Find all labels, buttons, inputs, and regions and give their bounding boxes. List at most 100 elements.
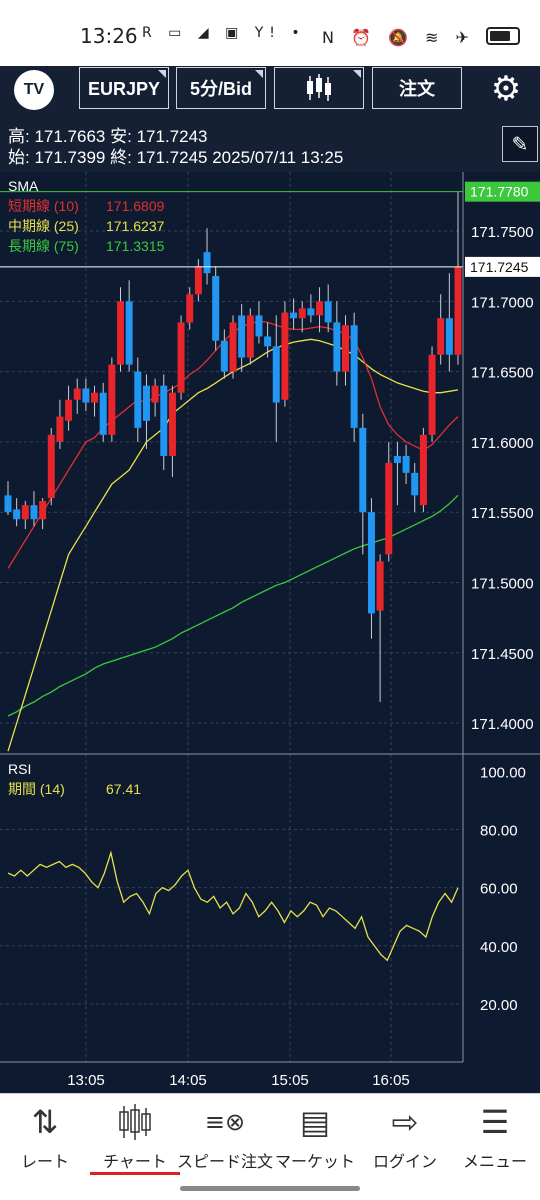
active-tab-indicator bbox=[90, 1172, 180, 1175]
open-label: 始: bbox=[8, 148, 30, 167]
sma-title: SMA bbox=[8, 178, 39, 194]
candle-body bbox=[108, 364, 116, 435]
login-icon: ⇨ bbox=[391, 1103, 419, 1141]
candle-body bbox=[307, 308, 315, 316]
candle-body bbox=[47, 434, 55, 499]
candle-body bbox=[298, 308, 306, 319]
home-indicator bbox=[180, 1186, 360, 1191]
nav-menu-label: メニュー bbox=[462, 1154, 527, 1171]
candle-body bbox=[91, 392, 99, 403]
candle-body bbox=[186, 294, 194, 323]
candle-body bbox=[350, 325, 358, 428]
candle-body bbox=[402, 455, 410, 473]
tradingview-logo-icon[interactable]: TV bbox=[14, 70, 54, 110]
clock: 13:26 bbox=[80, 24, 138, 48]
low-label: 安: bbox=[110, 127, 132, 146]
symbol-button[interactable]: EURJPY bbox=[79, 67, 169, 109]
sma-legend[interactable]: SMA 短期線 (10) 171.6809 中期線 (25) 171.6237 長期… bbox=[8, 176, 164, 256]
high-value: 171.7663 bbox=[34, 127, 106, 146]
high-label: 高: bbox=[8, 127, 30, 146]
candle-body bbox=[445, 318, 453, 355]
candle-body bbox=[142, 385, 150, 421]
nav-rate-label: レート bbox=[20, 1154, 69, 1171]
low-value: 171.7243 bbox=[136, 127, 208, 146]
candle-body bbox=[316, 301, 324, 316]
sma-short-row: 短期線 (10) 171.6809 bbox=[8, 196, 164, 216]
sma-long-label: 長期線 (75) bbox=[8, 238, 79, 254]
candle-body bbox=[82, 388, 90, 403]
nav-market[interactable]: ▤ マーケット bbox=[270, 1094, 360, 1174]
nav-speed-order[interactable]: ≡⊗ スピード注文 bbox=[177, 1094, 273, 1174]
candle-body bbox=[220, 340, 228, 372]
candle-body bbox=[117, 301, 124, 365]
candle-body bbox=[393, 455, 401, 463]
chart-type-button[interactable] bbox=[274, 67, 364, 109]
notification-icons: R ▭ ◢ ▣ Y! • bbox=[142, 25, 306, 41]
nav-market-label: マーケット bbox=[274, 1154, 355, 1171]
drawing-pencil-icon[interactable]: ✎ bbox=[502, 126, 538, 162]
price-chart[interactable]: 171.7500 171.7000 171.6500 171.6000 171.5500… bbox=[0, 172, 540, 1092]
status-bar: 13:26 R ▭ ◢ ▣ Y! • N ⏰ 🔕 ≋ ✈ bbox=[0, 0, 540, 66]
rsi-tick-label: 60.00 bbox=[480, 881, 518, 898]
candle-body bbox=[367, 512, 375, 614]
candle-body bbox=[99, 392, 107, 435]
candle-body bbox=[411, 472, 419, 496]
interval-button[interactable]: 5分/Bid bbox=[176, 67, 266, 109]
candle-body bbox=[65, 399, 73, 421]
candle-body bbox=[385, 463, 393, 555]
rsi-title: RSI bbox=[8, 761, 32, 777]
nav-menu[interactable]: ☰ メニュー bbox=[450, 1094, 540, 1174]
candle-body bbox=[160, 385, 168, 456]
price-tick-label: 171.4000 bbox=[471, 716, 534, 733]
candle-body bbox=[212, 276, 220, 341]
candle-body bbox=[437, 318, 445, 355]
candle-body bbox=[264, 336, 272, 347]
last-price-marker-label: 171.7245 bbox=[470, 259, 529, 275]
nav-rate[interactable]: ⇅ レート bbox=[0, 1094, 90, 1174]
sma-short-value: 171.6809 bbox=[106, 198, 165, 214]
candle-body bbox=[428, 354, 436, 435]
high-price-marker-label: 171.7780 bbox=[470, 184, 529, 200]
candle-body bbox=[454, 266, 462, 355]
system-icons: N ⏰ 🔕 ≋ ✈ bbox=[322, 25, 520, 47]
price-tick-label: 171.5500 bbox=[471, 505, 534, 522]
time-tick-label: 14:05 bbox=[169, 1072, 207, 1089]
candle-body bbox=[194, 266, 202, 295]
rsi-period-label: 期間 (14) bbox=[8, 781, 65, 797]
candle-body bbox=[238, 315, 246, 358]
rsi-tick-label: 40.00 bbox=[480, 939, 518, 956]
close-label: 終: bbox=[110, 148, 132, 167]
candle-body bbox=[229, 322, 237, 372]
candle-body bbox=[255, 315, 263, 337]
price-tick-label: 171.6000 bbox=[471, 435, 534, 452]
rsi-period-row: 期間 (14) 67.41 bbox=[8, 779, 141, 799]
price-tick-label: 171.4500 bbox=[471, 646, 534, 663]
nav-login[interactable]: ⇨ ログイン bbox=[360, 1094, 450, 1174]
price-tick-label: 171.5000 bbox=[471, 575, 534, 592]
nav-login-label: ログイン bbox=[372, 1154, 437, 1171]
rsi-legend[interactable]: RSI 期間 (14) 67.41 bbox=[8, 759, 141, 799]
candle-body bbox=[376, 561, 384, 611]
bottom-navigation: ⇅ レート チャート ≡⊗ スピード注文 ▤ マーケット ⇨ ログイン ☰ メニ… bbox=[0, 1093, 540, 1200]
nav-speed-order-label: スピード注文 bbox=[176, 1154, 273, 1171]
candle-body bbox=[333, 322, 341, 372]
market-news-icon: ▤ bbox=[299, 1103, 331, 1141]
menu-icon: ☰ bbox=[480, 1103, 510, 1141]
sma-long-line bbox=[7, 494, 459, 717]
updown-arrows-icon: ⇅ bbox=[31, 1103, 59, 1141]
ohlc-readout: 高: 171.7663 安: 171.7243 始: 171.7399 終: 1… bbox=[8, 126, 343, 168]
candle-body bbox=[56, 416, 64, 442]
last-price-marker bbox=[465, 256, 540, 277]
sma-long-row: 長期線 (75) 171.3315 bbox=[8, 236, 164, 256]
candlestick-icon bbox=[307, 74, 331, 101]
nav-chart[interactable]: チャート bbox=[90, 1094, 180, 1174]
candle-body bbox=[134, 371, 142, 428]
settings-gear-icon[interactable]: ⚙ bbox=[490, 69, 522, 109]
rsi-tick-label: 100.00 bbox=[480, 764, 526, 781]
time-tick-label: 15:05 bbox=[271, 1072, 309, 1089]
sma-mid-label: 中期線 (25) bbox=[8, 218, 79, 234]
candle-body bbox=[359, 427, 367, 513]
order-button[interactable]: 注文 bbox=[372, 67, 462, 109]
battery-icon bbox=[486, 27, 520, 45]
candle-body bbox=[246, 315, 254, 358]
